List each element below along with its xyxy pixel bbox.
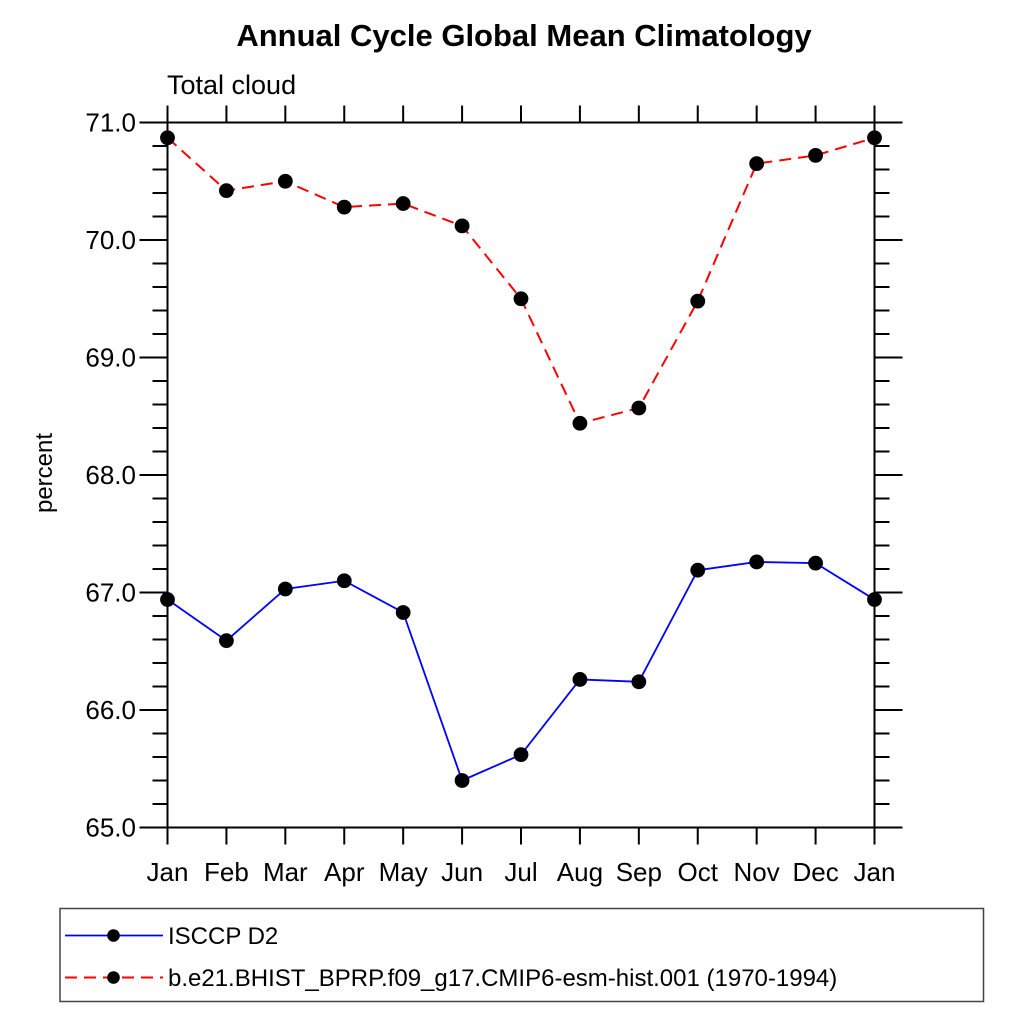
data-point-1-2	[277, 173, 293, 189]
data-point-1-1	[219, 183, 234, 199]
data-point-0-7	[572, 672, 588, 687]
y-tick-label: 70.0	[85, 225, 136, 255]
data-point-0-8	[631, 674, 647, 690]
chart-subtitle: Total cloud	[167, 70, 296, 100]
series-lines	[166, 136, 875, 782]
x-tick-label: Dec	[792, 857, 838, 887]
x-tick-label: Jul	[504, 857, 537, 887]
x-tick-label: Sep	[616, 857, 662, 887]
data-point-1-3	[336, 199, 352, 215]
chart-title: Annual Cycle Global Mean Climatology	[236, 18, 812, 53]
y-tick-label: 68.0	[85, 460, 136, 490]
x-tick-label: Mar	[263, 857, 308, 887]
plot-frame	[166, 121, 876, 829]
axis-ticks	[139, 105, 903, 845]
x-tick-label: Apr	[324, 857, 365, 887]
x-tick-label: Nov	[734, 857, 780, 887]
data-point-1-11	[808, 148, 823, 163]
y-axis-label: percent	[31, 433, 58, 513]
data-point-1-10	[749, 156, 765, 172]
data-point-0-1	[219, 633, 234, 649]
data-point-0-9	[690, 562, 706, 578]
legend-samples	[65, 929, 163, 984]
axis-tick-labels: Jan Feb Mar Apr May Jun Jul Aug Sep Oct Nov Dec Jan 6…	[85, 108, 895, 888]
data-point-0-4	[395, 605, 411, 620]
series-markers	[160, 130, 882, 788]
data-point-1-5	[454, 218, 470, 234]
legend-marker-0	[107, 929, 120, 942]
data-point-0-6	[513, 747, 529, 763]
data-point-0-2	[277, 581, 293, 597]
legend-label-model: b.e21.BHIST_BPRP.f09_g17.CMIP6-esm-hist.…	[168, 965, 837, 992]
y-tick-label: 71.0	[85, 108, 136, 138]
x-tick-label: Aug	[557, 857, 603, 887]
data-point-1-4	[395, 196, 411, 211]
data-point-0-10	[749, 554, 765, 570]
legend-marker-1	[107, 971, 120, 984]
x-tick-label: May	[379, 857, 428, 887]
x-tick-label: Jun	[441, 857, 483, 887]
x-tick-label: Oct	[678, 857, 719, 887]
y-tick-label: 65.0	[85, 813, 136, 843]
data-point-0-3	[336, 573, 352, 589]
data-point-1-8	[631, 400, 647, 416]
data-point-1-9	[690, 293, 706, 309]
y-tick-label: 66.0	[85, 695, 136, 725]
y-tick-label: 69.0	[85, 343, 136, 373]
x-tick-label: Jan	[147, 857, 189, 887]
data-point-0-5	[454, 773, 470, 788]
legend-label-isccp: ISCCP D2	[168, 923, 278, 950]
y-tick-label: 67.0	[85, 578, 136, 608]
x-tick-label: Feb	[204, 857, 249, 887]
x-tick-label: Jan	[854, 857, 896, 887]
data-point-1-6	[513, 291, 529, 307]
legend-box	[59, 907, 985, 1003]
data-point-1-7	[572, 415, 588, 431]
series-line-1	[166, 136, 875, 425]
data-point-0-11	[808, 555, 823, 571]
